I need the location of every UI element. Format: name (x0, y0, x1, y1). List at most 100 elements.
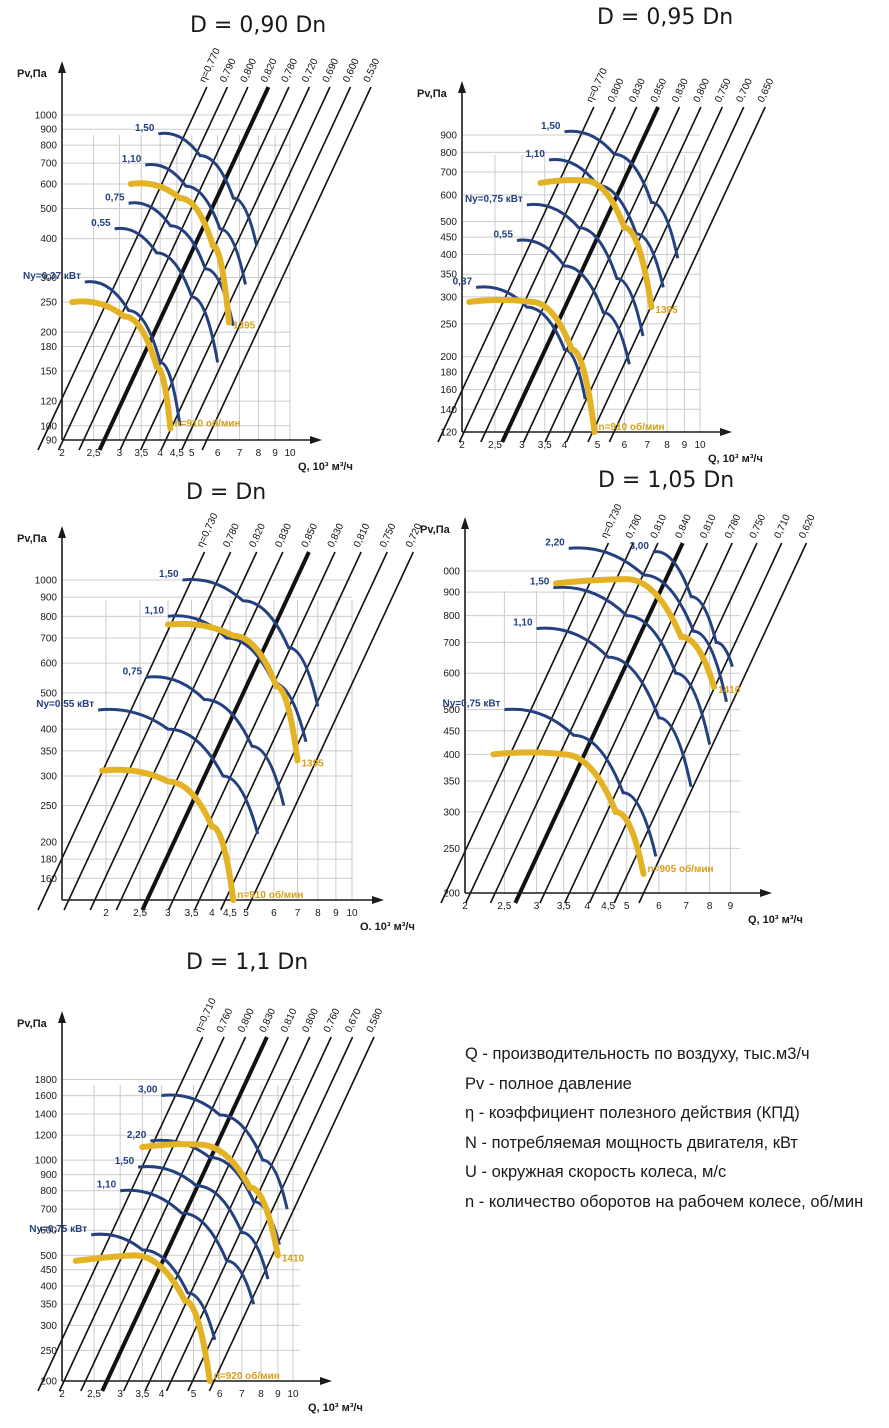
efficiency-label: 0,850 (649, 77, 670, 105)
y-tick-label: 250 (40, 1346, 57, 1357)
x-tick-label: 3 (117, 448, 123, 459)
power-curve (526, 202, 645, 337)
efficiency-line (165, 1036, 332, 1392)
power-label: 2,20 (127, 1130, 147, 1141)
efficiency-line (37, 551, 206, 911)
y-tick-label: 500 (40, 204, 57, 215)
x-axis-label: Q, 10³ м³/ч (298, 461, 353, 473)
x-tick-label: 3 (519, 440, 525, 451)
speed-curve (466, 296, 598, 435)
power-label: 3,00 (629, 541, 649, 552)
efficiency-label: 0,820 (259, 57, 280, 85)
y-tick-label: 800 (40, 612, 57, 623)
x-tick-label: 2,5 (497, 901, 511, 912)
y-tick-label: 120 (40, 397, 57, 408)
chart-title-0: D = 0,90 Dn (190, 13, 327, 38)
x-axis-arrow (372, 896, 384, 904)
power-curve (84, 280, 182, 426)
y-axis-label: Pv,Па (17, 68, 48, 80)
efficiency-line (544, 106, 702, 443)
speed-label: 1410 (718, 685, 741, 696)
y-tick-label: 300 (40, 1321, 57, 1332)
efficiency-label: 0,710 (772, 513, 793, 541)
efficiency-line (522, 106, 681, 443)
efficiency-line (57, 86, 229, 451)
y-tick-label: 200 (40, 328, 57, 339)
x-tick-label: 4,5 (223, 908, 237, 919)
efficiency-line (78, 86, 249, 451)
legend: Q - производительность по воздуху, тыс.м… (465, 1040, 863, 1217)
x-tick-label: 8 (315, 908, 321, 919)
speed-label: 1395 (233, 320, 256, 331)
efficiency-label: 0,830 (670, 77, 691, 105)
power-curve (137, 1165, 270, 1280)
power-curve (475, 285, 587, 400)
x-tick-label: 7 (237, 448, 243, 459)
speed-curve (99, 766, 237, 903)
speed-curve (127, 180, 232, 326)
speed-curve (69, 298, 174, 432)
y-tick-label: 140 (440, 405, 457, 416)
efficiency-label: 0,600 (341, 57, 362, 85)
power-label: 1,50 (115, 1156, 135, 1167)
y-tick-label: 300 (440, 292, 457, 303)
x-tick-label: 2 (103, 908, 109, 919)
x-tick-label: 4 (585, 901, 591, 912)
y-tick-label: 600 (40, 179, 57, 190)
efficiency-label: 0,810 (698, 513, 719, 541)
speed-curve (537, 177, 655, 311)
legend-u: U - окружная скорость колеса, м/с (465, 1163, 727, 1181)
y-tick-label: 500 (40, 1251, 57, 1262)
x-tick-label: 10 (346, 908, 358, 919)
power-label: 0,75 (105, 192, 125, 203)
efficiency-label: 0,810 (279, 1007, 300, 1035)
y-tick-label: 500 (40, 688, 57, 699)
efficiency-label: 0,790 (218, 57, 239, 85)
efficiency-line (608, 106, 766, 443)
x-axis-arrow (720, 428, 732, 436)
x-tick-label: 8 (664, 440, 670, 451)
efficiency-line (58, 1036, 225, 1392)
y-tick-label: 600 (440, 190, 457, 201)
x-tick-label: 8 (707, 901, 713, 912)
efficiency-label: 0,690 (321, 57, 342, 85)
efficiency-label: η=0,730 (599, 502, 625, 540)
x-tick-label: 5 (189, 448, 195, 459)
y-tick-label: 200 (40, 837, 57, 848)
y-tick-label: 450 (440, 233, 457, 244)
y-tick-label: 1200 (35, 1131, 58, 1142)
chart-title-1: D = 0,95 Dn (597, 5, 734, 30)
y-tick-label: 100 (40, 421, 57, 432)
y-tick-label: 300 (443, 807, 460, 818)
power-label: 0,37 (453, 276, 473, 287)
x-tick-label: 3,5 (557, 901, 571, 912)
y-tick-label: 500 (443, 705, 460, 716)
x-tick-label: 10 (284, 448, 296, 459)
efficiency-label: 0,700 (735, 77, 756, 105)
power-label: Ny=0,75 кВт (443, 699, 501, 710)
efficiency-label: 0,750 (748, 513, 769, 541)
y-tick-label: 200 (440, 352, 457, 363)
x-tick-label: 3 (534, 901, 540, 912)
x-axis-label: Q, 10³ м³/ч (708, 453, 763, 465)
x-tick-label: 2 (462, 901, 468, 912)
power-label: 1,10 (525, 149, 545, 160)
efficiency-line (180, 86, 352, 451)
efficiency-line (588, 542, 758, 904)
x-axis-label: Q, 10³ м³/ч (748, 914, 803, 925)
y-tick-label: 1800 (35, 1075, 58, 1086)
x-tick-label: 10 (287, 1389, 299, 1400)
y-tick-label: 350 (440, 270, 457, 281)
efficiency-label: 0,800 (606, 77, 627, 105)
y-axis-arrow (58, 526, 66, 538)
speed-label: n=910 об/мин (174, 418, 240, 430)
y-tick-label: 700 (443, 638, 460, 649)
y-tick-label: 1600 (35, 1091, 58, 1102)
y-axis-label: Pv,Па (417, 88, 448, 100)
x-tick-label: 4,5 (170, 448, 184, 459)
y-axis-label: Pv,Па (17, 533, 48, 545)
y-tick-label: 800 (443, 611, 460, 622)
y-axis-label: Pv,Па (420, 524, 451, 536)
